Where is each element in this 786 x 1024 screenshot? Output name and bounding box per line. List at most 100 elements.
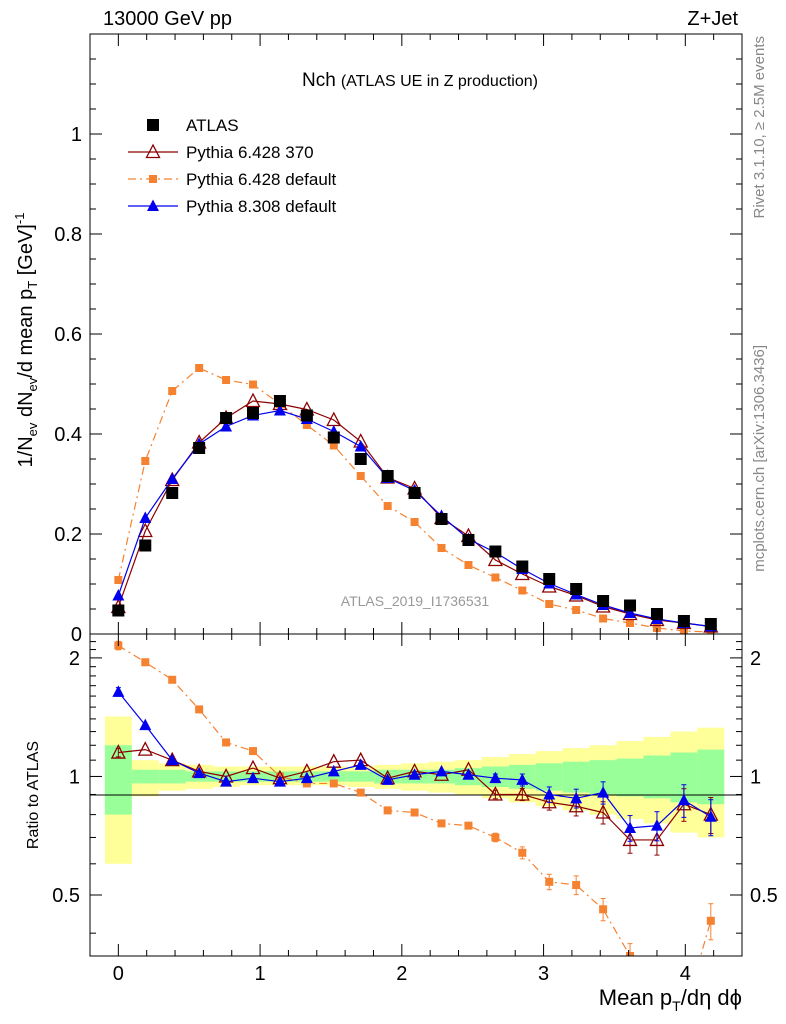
ratio-point: [410, 808, 419, 817]
data-point: [273, 404, 286, 416]
band-inner-bin: [616, 758, 644, 797]
ratio-point: [247, 771, 259, 784]
ratio-point: [195, 705, 204, 714]
ratio-point: [273, 775, 286, 787]
data-point: [220, 420, 233, 432]
ratio-frame: [89, 633, 743, 957]
ratio-point: [464, 821, 473, 830]
legend-entry: Pythia 8.308 default: [128, 197, 337, 216]
data-point: [437, 544, 446, 552]
y-tick-label: 1: [71, 124, 82, 146]
ratio-point: [516, 773, 529, 785]
ratio-point: [680, 1010, 688, 1018]
data-point: [354, 440, 367, 452]
data-point: [168, 387, 177, 395]
legend-label: Pythia 6.428 370: [186, 143, 314, 162]
data-point: [245, 392, 261, 408]
svg-text:1/Nev dNev/d mean pT [GeV]-1: 1/Nev dNev/d mean pT [GeV]-1: [12, 213, 40, 468]
ratio-y-title: Ratio to ATLAS: [25, 741, 42, 849]
data-point: [383, 502, 392, 510]
ratio-point: [300, 771, 313, 784]
legend-marker: [149, 175, 157, 183]
ratio-y-tick-label-left: 2: [69, 648, 80, 670]
band-inner-bin: [562, 761, 590, 793]
ratio-point: [435, 764, 448, 777]
legend: ATLAS Pythia 6.428 370 Pythia 6.428 defaul…: [128, 116, 337, 216]
x-tick-label: 2: [396, 963, 407, 985]
ratio-point: [302, 779, 311, 788]
data-point: [516, 560, 529, 573]
legend-entry: Pythia 6.428 default: [128, 170, 337, 189]
data-point: [597, 595, 610, 607]
ratio-point: [193, 766, 206, 779]
series-line: [117, 367, 711, 633]
ratio-point: [595, 804, 611, 819]
data-point: [464, 561, 473, 569]
ratio-point: [650, 819, 663, 831]
data-point: [327, 431, 340, 444]
ratio-point: [139, 718, 152, 731]
plot-title-main: Nch: [302, 70, 336, 91]
plot-title-sub: (ATLAS UE in Z production): [341, 73, 538, 90]
ratio-point: [570, 791, 583, 804]
ratio-point: [706, 916, 715, 925]
band-inner-bin: [320, 771, 348, 782]
band-inner-bin: [347, 771, 375, 782]
data-point: [273, 395, 286, 407]
ratio-point: [518, 848, 527, 857]
process-label: Z+Jet: [687, 8, 738, 30]
main-series: [110, 364, 719, 634]
data-point: [624, 599, 637, 612]
data-point: [193, 442, 206, 454]
data-point: [381, 470, 394, 482]
data-point: [139, 539, 152, 552]
data-point: [329, 441, 338, 450]
ratio-point: [599, 905, 608, 914]
data-point: [220, 412, 233, 424]
axis-ticks: 0 1 2 3 4 0 0.2 0.4 0.6 0.8 1 0.5 0.5 1 1 2 2: [52, 33, 778, 985]
data-point: [112, 589, 125, 601]
legend-marker: [147, 119, 159, 131]
series-main-atlas: [112, 395, 717, 630]
band-inner-bin: [131, 769, 159, 784]
ratio-point: [168, 675, 177, 684]
data-point: [462, 534, 475, 546]
legend-marker: [147, 199, 159, 211]
y-tick-label: 0.8: [54, 224, 82, 246]
data-point: [572, 606, 581, 614]
y-tick-label: 0: [71, 624, 82, 646]
ratio-point: [249, 747, 257, 756]
x-tick-label: 3: [538, 963, 549, 985]
legend-label: Pythia 8.308 default: [186, 197, 337, 216]
data-point: [518, 586, 527, 595]
ratio-point: [222, 738, 231, 747]
ratio-line: [118, 645, 712, 956]
plot-title: Nch (ATLAS UE in Z production): [302, 70, 538, 91]
ratio-point: [110, 744, 126, 759]
data-point: [650, 608, 663, 620]
ratio-y-tick-label-right: 0.5: [750, 885, 778, 907]
ratio-point: [166, 753, 179, 766]
ratio-point: [329, 779, 338, 788]
data-point: [114, 576, 123, 584]
ratio-point: [381, 773, 394, 785]
data-point: [302, 421, 311, 429]
data-point: [141, 457, 150, 465]
data-point: [300, 409, 313, 422]
ratio-point: [112, 685, 125, 697]
data-point: [570, 583, 583, 595]
legend-marker: [145, 143, 161, 159]
data-point: [166, 472, 179, 484]
data-point: [677, 615, 690, 627]
ratio-point: [572, 881, 581, 890]
ratio-point: [543, 787, 556, 800]
y-tick-label: 0.4: [54, 424, 82, 446]
ratio-point: [327, 764, 340, 777]
ratio-point: [164, 751, 180, 767]
data-point: [679, 627, 688, 634]
x-tick-label: 0: [113, 963, 124, 985]
svg-text:Mean pT/dη dϕ: Mean pT/dη dϕ: [599, 985, 742, 1014]
legend-entry: Pythia 6.428 370: [128, 143, 314, 162]
ratio-point: [545, 877, 554, 886]
data-point: [356, 472, 365, 480]
